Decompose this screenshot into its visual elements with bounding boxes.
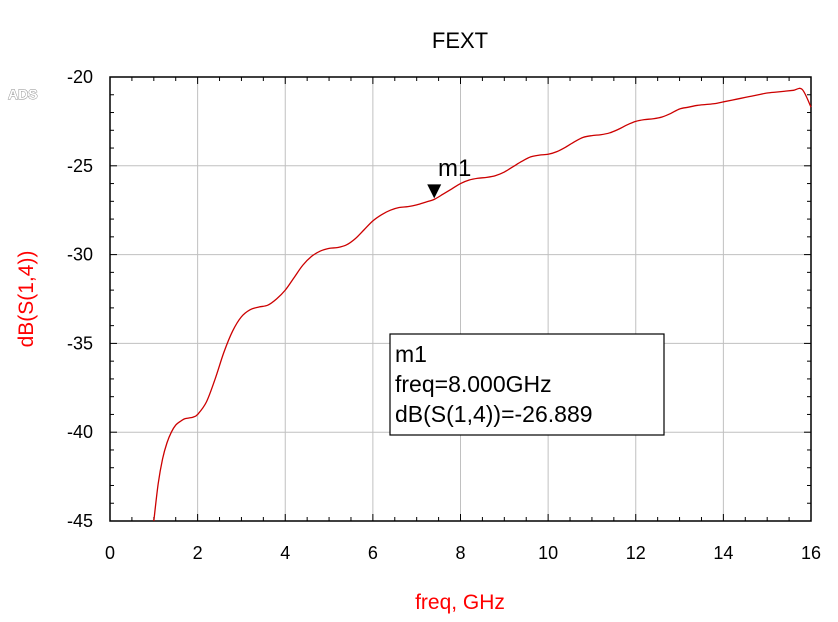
- series-line-dbs14: [153, 87, 812, 522]
- y-tick-label: -25: [67, 156, 93, 176]
- marker-readout-box: m1 freq=8.000GHz dB(S(1,4))=-26.889: [389, 333, 665, 436]
- x-axis-label: freq, GHz: [415, 591, 505, 614]
- chart-title: FEXT: [432, 28, 488, 53]
- y-tick-label: -40: [67, 422, 93, 442]
- x-tick-label: 2: [193, 543, 203, 563]
- y-axis-label: dB(S(1,4)): [15, 251, 38, 348]
- plot-frame: [109, 76, 812, 522]
- grid-lines: [109, 76, 812, 522]
- x-tick-label: 14: [713, 543, 733, 563]
- y-tick-label: -30: [67, 245, 93, 265]
- x-tick-label: 6: [368, 543, 378, 563]
- x-tick-label: 0: [105, 543, 115, 563]
- x-tick-label: 12: [626, 543, 646, 563]
- ads-watermark: ADS: [8, 86, 38, 102]
- marker-m1-triangle-icon: [427, 184, 442, 199]
- marker-m1-name: m1: [438, 155, 471, 182]
- readout-marker-name: m1: [395, 341, 427, 367]
- y-tick-labels: -20 -25 -30 -35 -40 -45: [67, 67, 93, 531]
- y-tick-label: -20: [67, 67, 93, 87]
- readout-value: dB(S(1,4))=-26.889: [395, 401, 593, 427]
- x-tick-label: 4: [280, 543, 290, 563]
- y-tick-label: -45: [67, 511, 93, 531]
- readout-frequency: freq=8.000GHz: [395, 371, 552, 397]
- x-tick-labels: 0 2 4 6 8 10 12 14 16: [105, 543, 821, 563]
- x-tick-label: 8: [455, 543, 465, 563]
- x-tick-label: 16: [801, 543, 821, 563]
- y-tick-label: -35: [67, 333, 93, 353]
- x-tick-label: 10: [538, 543, 558, 563]
